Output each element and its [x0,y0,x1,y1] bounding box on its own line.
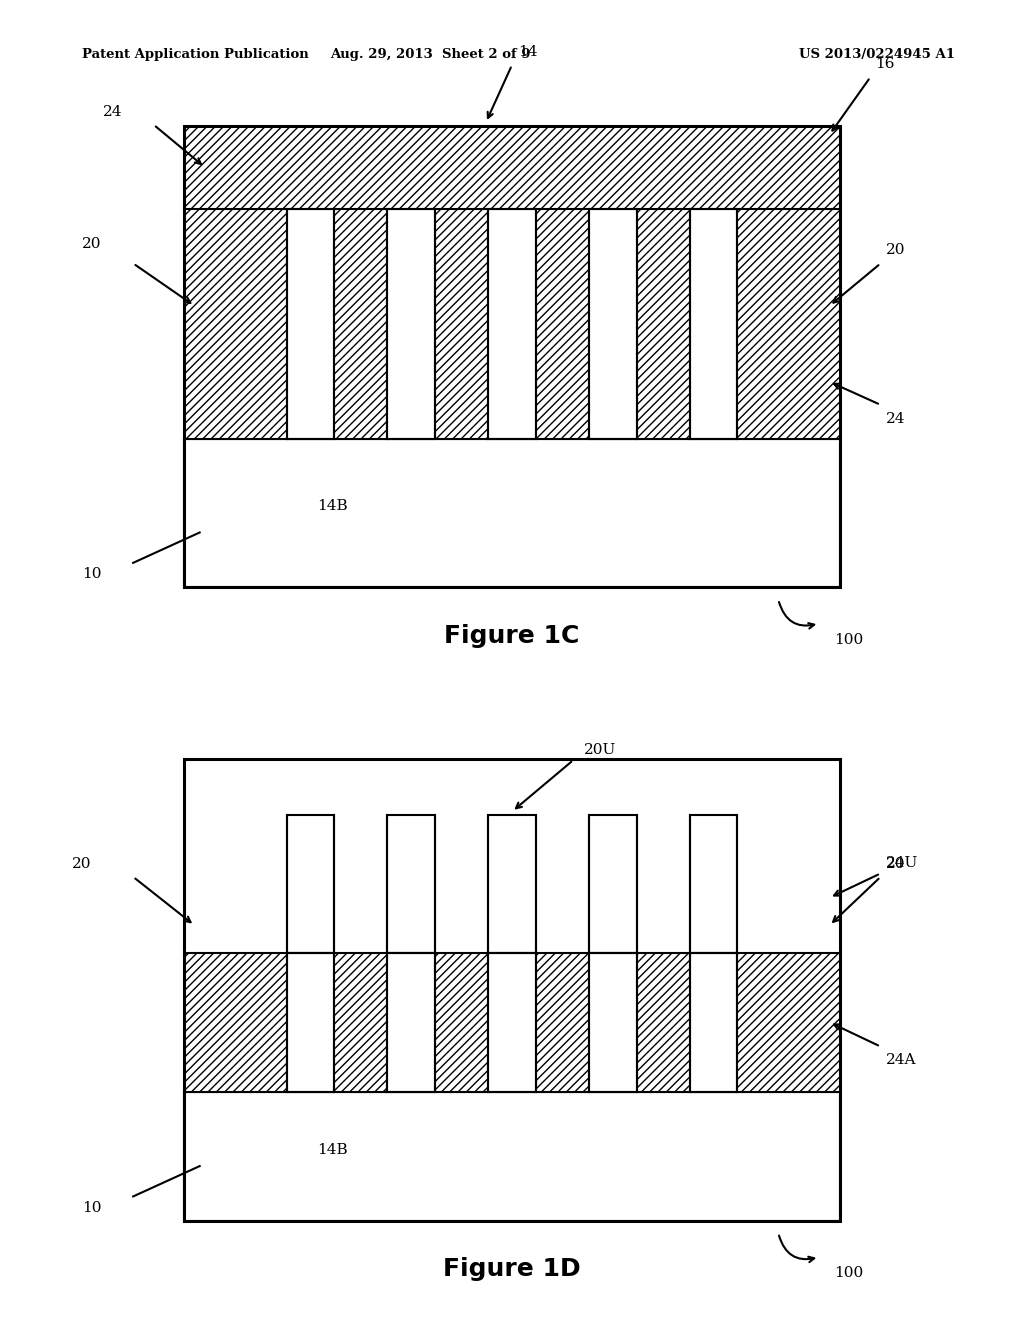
Text: 20: 20 [886,243,905,257]
Bar [488,953,536,1092]
Text: 20: 20 [886,857,905,871]
Text: 20: 20 [82,238,102,251]
Bar [590,209,637,440]
Bar [690,209,737,440]
Bar [184,125,840,209]
Bar [184,953,840,1092]
Bar [590,953,637,1092]
Text: 14: 14 [518,45,538,59]
Bar [184,440,840,587]
Text: Patent Application Publication: Patent Application Publication [82,48,308,61]
Text: Figure 1C: Figure 1C [444,623,580,648]
Bar [387,953,434,1092]
Text: Figure 1D: Figure 1D [443,1257,581,1282]
Bar [184,125,840,587]
Text: 100: 100 [835,632,864,647]
Bar [287,209,334,440]
Bar [184,209,840,440]
Text: 24: 24 [886,412,905,426]
Bar [387,209,434,440]
Bar [690,953,737,1092]
Bar [590,209,637,440]
Text: 10: 10 [82,1201,102,1214]
Bar [184,759,840,1221]
Bar [590,953,637,1092]
Bar [287,953,334,1092]
Text: 24U: 24U [886,857,919,870]
Text: 24: 24 [102,104,123,119]
Bar [287,953,334,1092]
Text: 16: 16 [876,57,895,71]
Bar [690,814,737,953]
Text: 20: 20 [72,857,92,871]
Text: 14B: 14B [317,499,348,513]
Bar [488,814,536,953]
Bar [387,953,434,1092]
Bar [690,953,737,1092]
Bar [488,209,536,440]
Bar [387,814,434,953]
Bar [690,209,737,440]
Bar [184,1092,840,1221]
Bar [387,209,434,440]
Bar [488,953,536,1092]
Text: 20U: 20U [584,743,616,756]
Text: Aug. 29, 2013  Sheet 2 of 9: Aug. 29, 2013 Sheet 2 of 9 [330,48,530,61]
Text: 14B: 14B [317,1143,348,1156]
Bar [287,209,334,440]
Text: 24A: 24A [886,1052,916,1067]
Bar [488,209,536,440]
Text: US 2013/0224945 A1: US 2013/0224945 A1 [799,48,954,61]
Text: 10: 10 [82,568,102,581]
Text: 100: 100 [835,1266,864,1280]
Bar [590,814,637,953]
Bar [287,814,334,953]
